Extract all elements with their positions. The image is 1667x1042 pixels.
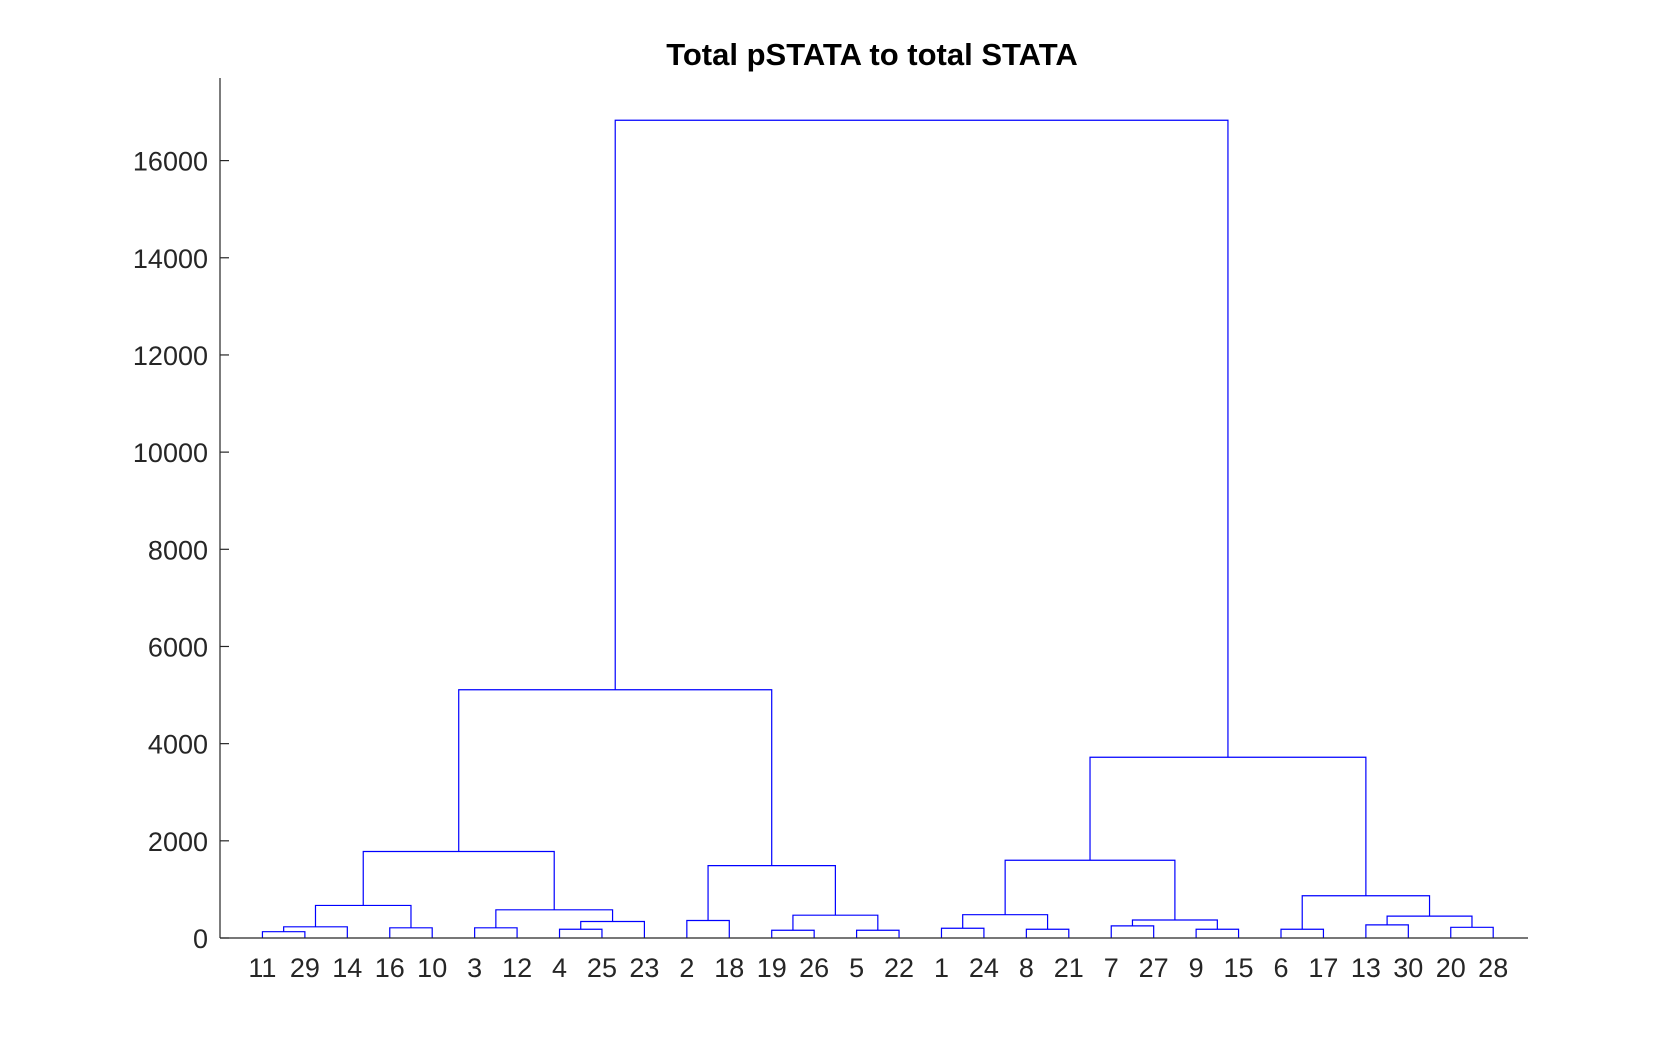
y-tick-label: 0	[193, 924, 208, 954]
leaf-label: 27	[1139, 953, 1169, 983]
dendrogram-link-2	[389, 927, 433, 938]
leaf-label: 22	[884, 953, 914, 983]
y-ticks: 0 2000 4000 6000 8000 10000 12000 14000 16000	[133, 147, 229, 954]
dendrogram-link-17	[962, 914, 1049, 930]
dendrogram-link-28	[614, 119, 1229, 758]
leaf-label: 11	[248, 953, 276, 983]
leaf-label: 15	[1224, 953, 1254, 983]
leaf-label: 10	[417, 953, 447, 983]
y-tick-label: 10000	[133, 438, 208, 468]
dendrogram-link-24	[1450, 926, 1494, 938]
dendrogram-link-19	[1195, 928, 1240, 938]
leaf-label: 4	[552, 953, 567, 983]
leaf-label: 12	[502, 953, 532, 983]
leaf-label: 19	[757, 953, 787, 983]
dendrogram-link-4	[474, 927, 518, 938]
y-tick-label: 14000	[133, 244, 208, 274]
dendrogram-link-21	[1004, 859, 1176, 921]
dendrogram-link-12	[792, 914, 879, 931]
x-ticks: 11 29 14 16 10 3 12 4 25 23 2 18 19 26 5 22 1 24 8 21 7 27 9 15…	[248, 953, 1508, 983]
y-tick-label: 4000	[148, 730, 208, 760]
dendrogram-link-20	[1131, 919, 1218, 930]
dendrogram-link-15	[940, 927, 985, 938]
leaf-label: 1	[934, 953, 949, 983]
leaf-label: 14	[332, 953, 362, 983]
leaf-label: 2	[679, 953, 694, 983]
leaf-label: 21	[1054, 953, 1084, 983]
dendrogram-link-13	[707, 865, 836, 921]
dendrogram-link-18	[1110, 925, 1155, 938]
leaf-label: 13	[1351, 953, 1381, 983]
y-tick-label: 16000	[133, 147, 208, 177]
axes	[219, 78, 1528, 939]
y-tick-label: 12000	[133, 341, 208, 371]
dendrogram-link-7	[495, 909, 614, 928]
leaf-label: 26	[799, 953, 829, 983]
dendrogram-link-22	[1280, 928, 1325, 938]
dendrogram-link-26	[1301, 895, 1431, 930]
leaf-label: 30	[1393, 953, 1423, 983]
leaf-label: 16	[375, 953, 405, 983]
dendrogram-link-11	[856, 929, 900, 938]
y-tick-label: 2000	[148, 827, 208, 857]
y-tick-label: 8000	[148, 535, 208, 565]
leaf-label: 18	[714, 953, 744, 983]
leaf-label: 25	[587, 953, 617, 983]
dendrogram-link-10	[771, 929, 815, 938]
leaf-label: 17	[1308, 953, 1338, 983]
leaf-label: 29	[290, 953, 320, 983]
dendrogram-link-9	[686, 919, 730, 938]
dendrogram-link-5	[558, 928, 603, 938]
leaf-label: 7	[1104, 953, 1119, 983]
dendrogram-link-16	[1025, 928, 1070, 938]
dendrogram-link-0	[261, 931, 306, 938]
leaf-label: 6	[1273, 953, 1288, 983]
dendrogram-link-25	[1386, 915, 1473, 928]
dendrogram-link-23	[1365, 924, 1409, 938]
leaf-label: 3	[467, 953, 482, 983]
leaf-label: 23	[629, 953, 659, 983]
dendrogram-links	[261, 119, 1494, 938]
leaf-label: 28	[1478, 953, 1508, 983]
leaf-label: 8	[1019, 953, 1034, 983]
leaf-label: 5	[849, 953, 864, 983]
dendrogram-link-27	[1089, 756, 1367, 896]
dendrogram-link-14	[458, 689, 773, 866]
dendrogram-link-8	[362, 850, 555, 910]
dendrogram-link-3	[314, 904, 412, 928]
leaf-label: 20	[1436, 953, 1466, 983]
leaf-label: 9	[1189, 953, 1204, 983]
dendrogram-link-1	[283, 926, 348, 938]
y-tick-label: 6000	[148, 632, 208, 662]
leaf-label: 24	[969, 953, 999, 983]
chart-title: Total pSTATA to total STATA	[666, 37, 1078, 72]
